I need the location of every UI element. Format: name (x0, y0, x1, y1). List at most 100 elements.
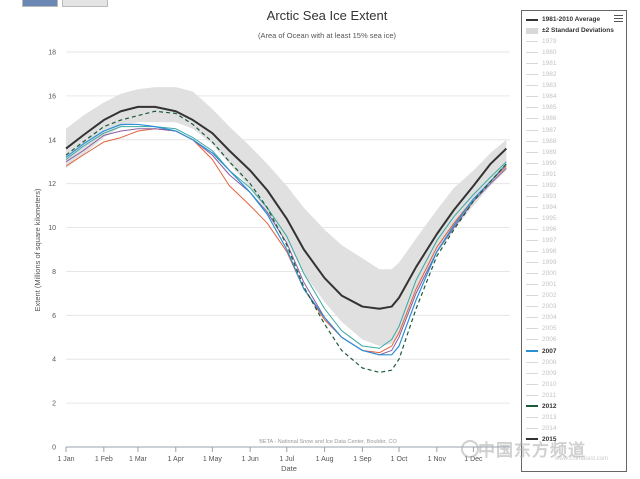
legend-item[interactable]: 2005 (526, 323, 556, 334)
menu-icon[interactable] (614, 13, 623, 24)
legend-swatch (526, 140, 538, 142)
legend-item[interactable]: 2008 (526, 357, 556, 368)
y-tick-label: 2 (52, 401, 56, 408)
legend-item[interactable]: 2009 (526, 368, 556, 379)
legend-item[interactable]: 1987 (526, 125, 556, 136)
x-tick-label: 1 Jul (279, 456, 294, 463)
legend-item[interactable]: 1995 (526, 213, 556, 224)
legend-item[interactable]: 1986 (526, 113, 556, 124)
toolbar-button-a[interactable] (22, 0, 58, 7)
legend-swatch (526, 195, 538, 197)
legend-item[interactable]: 1992 (526, 180, 556, 191)
legend-item[interactable]: 1988 (526, 136, 556, 147)
legend-item[interactable]: 1996 (526, 224, 556, 235)
legend-label: 1982 (542, 71, 557, 79)
legend-label: 1989 (542, 148, 557, 156)
legend-item[interactable]: 2013 (526, 412, 556, 423)
legend-item[interactable]: 1979 (526, 36, 556, 47)
legend-swatch (526, 251, 538, 253)
legend-label: 2011 (542, 391, 556, 399)
legend-swatch (526, 151, 538, 153)
legend-label: 2013 (542, 413, 557, 421)
legend-item[interactable]: 1983 (526, 80, 556, 91)
toolbar-button-b[interactable] (62, 0, 108, 7)
legend-label: 1994 (542, 203, 557, 211)
series-line (65, 126, 507, 349)
legend-item[interactable]: 2015 (526, 434, 556, 445)
legend-label: 2012 (542, 402, 557, 410)
legend-swatch (526, 262, 538, 264)
legend-label: 2015 (542, 435, 557, 443)
x-tick-label: 1 May (203, 456, 223, 463)
legend-item[interactable]: 1981-2010 Average (526, 14, 600, 25)
watermark-text: 中国东方频道 (478, 441, 586, 461)
legend-item[interactable]: 2001 (526, 279, 556, 290)
legend-item[interactable]: 1997 (526, 235, 556, 246)
legend-label: 1979 (542, 38, 557, 46)
legend-label: 1985 (542, 104, 557, 112)
legend-item[interactable]: 1982 (526, 69, 556, 80)
legend-label: 1981-2010 Average (542, 16, 601, 23)
watermark-url: www.chinaeast.com (555, 456, 609, 462)
legend-item[interactable]: 1990 (526, 158, 556, 169)
y-tick-label: 18 (48, 50, 56, 57)
legend-swatch (526, 438, 538, 441)
legend-label: 2006 (542, 336, 557, 344)
legend-item[interactable]: 2010 (526, 379, 556, 390)
y-tick-label: 12 (48, 181, 56, 188)
legend-item[interactable]: 2002 (526, 290, 556, 301)
legend-item[interactable]: 2011 (526, 390, 556, 401)
legend-item[interactable]: 2004 (526, 312, 556, 323)
legend-swatch (526, 74, 538, 76)
legend-swatch (526, 27, 538, 34)
series-line (65, 123, 507, 356)
legend-item[interactable]: 1994 (526, 202, 556, 213)
legend-swatch (526, 394, 538, 396)
legend-item[interactable]: 1999 (526, 257, 556, 268)
legend-swatch (526, 162, 538, 164)
legend-label: 1984 (542, 93, 557, 101)
legend: 1981-2010 Average ±2 Standard Deviations 1… (521, 10, 627, 472)
legend-item[interactable]: 1989 (526, 147, 556, 158)
x-axis-label: Date (281, 464, 297, 473)
legend-item[interactable]: 1991 (526, 169, 556, 180)
legend-swatch (526, 41, 538, 43)
legend-item[interactable]: 1984 (526, 91, 556, 102)
legend-label: 1990 (542, 159, 557, 167)
legend-label: ±2 Standard Deviations (542, 27, 614, 35)
legend-swatch (526, 339, 538, 341)
legend-item[interactable]: 2006 (526, 334, 556, 345)
legend-swatch (526, 129, 538, 131)
legend-swatch (526, 206, 538, 208)
legend-label: 1986 (542, 115, 557, 123)
y-tick-label: 14 (48, 137, 56, 144)
x-tick-label: 1 Aug (316, 456, 334, 463)
legend-item[interactable]: 1985 (526, 102, 556, 113)
chart-credit: BETA - National Snow and Ice Data Center… (259, 439, 397, 445)
legend-item[interactable]: 1980 (526, 47, 556, 58)
legend-label: 2007 (542, 347, 557, 355)
y-tick-label: 6 (52, 313, 56, 320)
legend-item[interactable]: 1998 (526, 246, 556, 257)
y-tick-label: 16 (48, 93, 56, 100)
legend-item[interactable]: ±2 Standard Deviations (526, 25, 614, 36)
legend-item[interactable]: 1993 (526, 191, 556, 202)
x-tick-label: 1 Apr (168, 456, 185, 463)
legend-item[interactable]: 1981 (526, 58, 556, 69)
legend-swatch (526, 372, 538, 374)
legend-swatch (526, 306, 538, 308)
legend-swatch (526, 350, 538, 352)
legend-label: 1981 (542, 60, 557, 68)
legend-label: 1988 (542, 137, 557, 145)
legend-item[interactable]: 2000 (526, 268, 556, 279)
legend-item[interactable]: 2014 (526, 423, 556, 434)
x-tick-label: 1 Mar (129, 456, 148, 463)
legend-item[interactable]: 2012 (526, 401, 556, 412)
legend-swatch (526, 361, 538, 363)
legend-label: 2000 (542, 270, 557, 278)
legend-item[interactable]: 2007 (526, 346, 556, 357)
legend-swatch (526, 228, 538, 230)
legend-item[interactable]: 2003 (526, 301, 556, 312)
legend-label: 1991 (542, 170, 557, 178)
x-tick-label: 1 Nov (428, 456, 447, 463)
